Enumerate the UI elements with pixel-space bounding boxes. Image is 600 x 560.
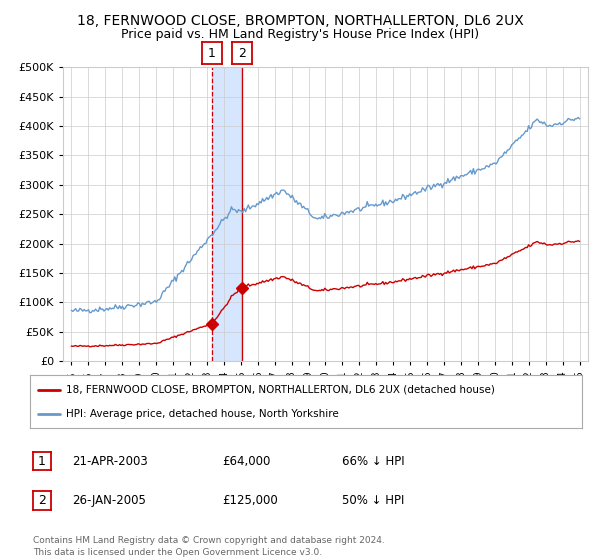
Text: 66% ↓ HPI: 66% ↓ HPI	[342, 455, 404, 468]
Text: HPI: Average price, detached house, North Yorkshire: HPI: Average price, detached house, Nort…	[66, 409, 338, 419]
Text: 18, FERNWOOD CLOSE, BROMPTON, NORTHALLERTON, DL6 2UX (detached house): 18, FERNWOOD CLOSE, BROMPTON, NORTHALLER…	[66, 385, 495, 395]
Text: £125,000: £125,000	[222, 494, 278, 507]
Text: 2: 2	[38, 494, 46, 507]
Text: 26-JAN-2005: 26-JAN-2005	[72, 494, 146, 507]
Text: 21-APR-2003: 21-APR-2003	[72, 455, 148, 468]
Bar	[212, 67, 242, 361]
Text: 50% ↓ HPI: 50% ↓ HPI	[342, 494, 404, 507]
Text: 2: 2	[238, 46, 246, 60]
Text: Contains HM Land Registry data © Crown copyright and database right 2024.
This d: Contains HM Land Registry data © Crown c…	[33, 536, 385, 557]
Text: Price paid vs. HM Land Registry's House Price Index (HPI): Price paid vs. HM Land Registry's House …	[121, 28, 479, 41]
Text: 1: 1	[38, 455, 46, 468]
Text: 1: 1	[208, 46, 216, 60]
Text: £64,000: £64,000	[222, 455, 271, 468]
Text: 18, FERNWOOD CLOSE, BROMPTON, NORTHALLERTON, DL6 2UX: 18, FERNWOOD CLOSE, BROMPTON, NORTHALLER…	[77, 14, 523, 28]
